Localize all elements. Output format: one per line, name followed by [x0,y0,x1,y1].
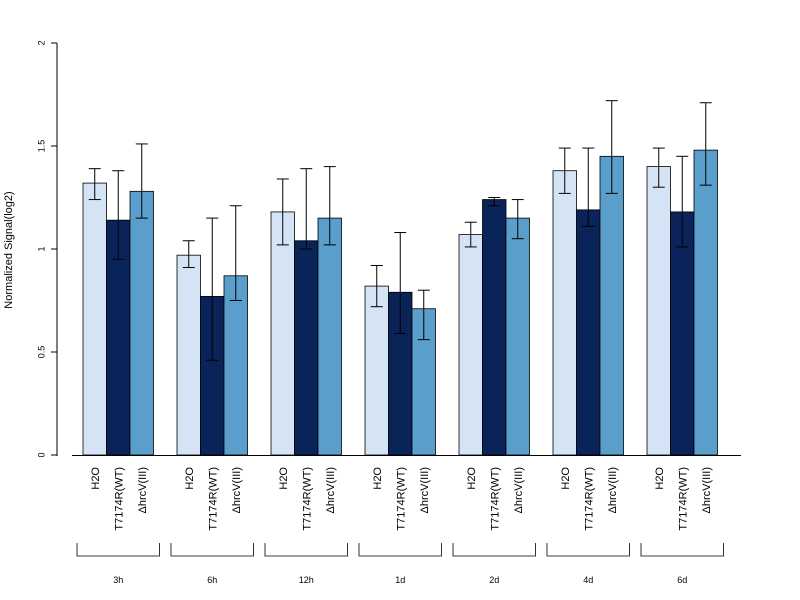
category-label: H2O [90,467,102,490]
y-tick-label: 0.5 [36,346,46,359]
group-bracket [546,543,630,557]
category-label: H2O [184,467,196,490]
group-label: 6h [207,575,217,585]
bar [670,211,695,456]
group-label: 6d [677,575,687,585]
bar [129,190,154,456]
bar [482,199,507,456]
category-label: T7174R(WT) [489,467,501,531]
bar [270,211,295,456]
group-label: 4d [583,575,593,585]
bar [176,254,201,456]
y-axis-label: Normalized Signal(log2) [3,191,15,308]
group-bracket [640,543,724,557]
category-label: ΔhrcV(III) [419,467,431,513]
category-label: H2O [372,467,384,490]
category-labels: H2O T7174R(WT) ΔhrcV(III) H2O T7174R(WT) Δhrc… [90,467,713,531]
category-label: H2O [654,467,666,490]
y-tick-label: 1.5 [36,140,46,153]
bar [458,234,483,456]
bar [294,240,319,456]
category-label: ΔhrcV(III) [137,467,149,513]
bar [646,166,671,456]
category-label: T7174R(WT) [113,467,125,531]
category-label: T7174R(WT) [301,467,313,531]
y-tick-label: 1 [36,246,46,251]
category-label: H2O [560,467,572,490]
category-label: ΔhrcV(III) [701,467,713,513]
category-label: ΔhrcV(III) [607,467,619,513]
group-bracket [76,543,160,557]
group-bracket [264,543,348,557]
category-label: H2O [466,467,478,490]
bar [552,170,577,456]
group-label: 1d [395,575,405,585]
group-bracket [170,543,254,557]
category-label: ΔhrcV(III) [513,467,525,513]
category-label: T7174R(WT) [583,467,595,531]
bar [317,217,342,456]
bar [364,285,389,456]
group-bracket [358,543,442,557]
error-bars [88,100,712,361]
category-label: ΔhrcV(III) [325,467,337,513]
bar [82,182,107,456]
group-label: 12h [299,575,314,585]
bar [223,275,248,456]
category-label: T7174R(WT) [677,467,689,531]
category-label: T7174R(WT) [395,467,407,531]
bar [576,209,601,456]
group-brackets: 3h 6h 12h 1d 2d 4d 6d [76,543,724,585]
bar [693,149,718,456]
category-label: T7174R(WT) [207,467,219,531]
bars [82,149,718,456]
y-ticks: 0 0.5 1 1.5 2 [36,40,57,458]
bar [599,155,624,456]
group-label: 3h [113,575,123,585]
y-tick-label: 0 [36,452,46,457]
y-tick-label: 2 [36,40,46,45]
category-label: ΔhrcV(III) [231,467,243,513]
group-bracket [452,543,536,557]
bar [505,217,530,456]
category-label: H2O [278,467,290,490]
group-label: 2d [489,575,499,585]
